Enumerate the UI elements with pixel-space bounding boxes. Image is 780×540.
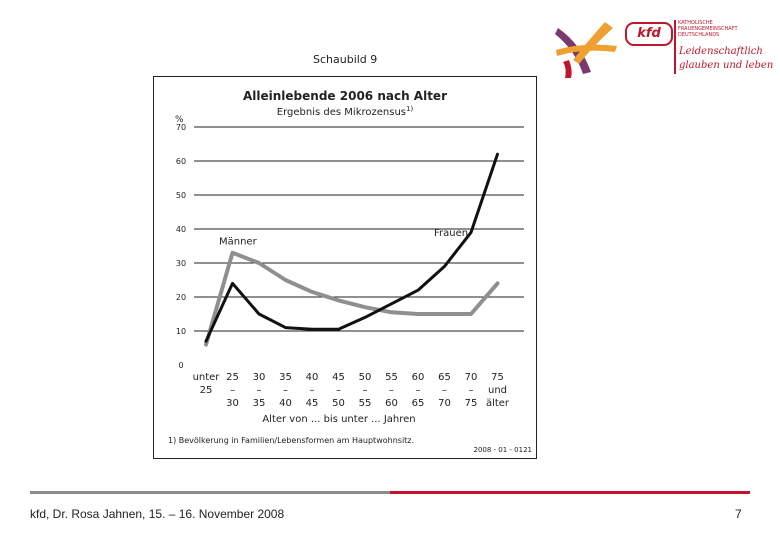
chart-footnote: 1) Bevölkerung in Familien/Lebensformen … [168, 436, 414, 445]
logo-divider [674, 20, 676, 74]
x-tick-label: 50 [332, 398, 345, 409]
x-tick-label: 65 [438, 372, 451, 383]
y-tick-label: 70 [176, 123, 186, 132]
x-tick-label: 25 [200, 385, 213, 396]
chart-subtitle-footnote-mark: 1) [406, 105, 413, 113]
x-tick-label: – [389, 385, 394, 396]
chart-title: Alleinlebende 2006 nach Alter [243, 89, 447, 103]
x-tick-label: – [416, 385, 421, 396]
logo-org-line: DEUTSCHLANDS [678, 32, 720, 38]
cross-emblem-icon [555, 22, 617, 78]
y-axis-unit: % [175, 115, 184, 125]
footer-text: kfd, Dr. Rosa Jahnen, 15. – 16. November… [30, 507, 285, 521]
x-tick-label: – [363, 385, 368, 396]
kfd-logo: kfd KATHOLISCHE FRAUENGEMEINSCHAFT DEUTS… [553, 20, 773, 78]
x-tick-label: 60 [385, 398, 398, 409]
x-tick-label: unter [193, 372, 221, 383]
series-layer [204, 152, 500, 347]
x-tick-label: 70 [438, 398, 451, 409]
y-tick-label: 50 [176, 191, 186, 200]
series-line-maenner [204, 250, 500, 347]
x-tick-label: 65 [412, 398, 425, 409]
x-tick-label: 35 [253, 398, 266, 409]
series-label: Frauen [434, 228, 468, 239]
x-tick-label: – [310, 385, 315, 396]
x-tick-label: – [442, 385, 447, 396]
x-tick-label: 60 [412, 372, 425, 383]
footer-divider-red [390, 491, 750, 494]
logo-org-line: KATHOLISCHE [678, 20, 713, 26]
page-number: 7 [735, 507, 742, 521]
grid-layer [194, 126, 524, 332]
x-tick-label: 75 [491, 372, 504, 383]
y-tick-label: 20 [176, 293, 186, 302]
x-tick-label: – [336, 385, 341, 396]
x-tick-labels: unter 25 30 35 40 45 50 55 60 65 70 75 25 – – – – – – – – – – u… [193, 372, 510, 409]
chart-subtitle: Ergebnis des Mikrozensus1) [277, 105, 414, 118]
x-tick-label: 45 [306, 398, 319, 409]
x-tick-label: 50 [359, 372, 372, 383]
logo-slogan-line: glauben und leben [679, 60, 774, 71]
x-tick-label: – [230, 385, 235, 396]
line-chart: Alleinlebende 2006 nach Alter Ergebnis d… [168, 89, 533, 454]
y-tick-label: 40 [176, 225, 186, 234]
x-tick-label: 55 [385, 372, 398, 383]
kfd-wordmark: kfd [625, 22, 673, 46]
y-tick-labels: 0 10 20 30 40 50 60 70 [176, 123, 186, 370]
chart-subtitle-text: Ergebnis des Mikrozensus [277, 107, 406, 118]
x-tick-label: und [488, 385, 507, 396]
y-tick-label: 30 [176, 259, 186, 268]
chart-source-code: 2008 - 01 - 0121 [474, 446, 533, 454]
x-tick-label: – [469, 385, 474, 396]
x-tick-label: 40 [279, 398, 292, 409]
x-tick-label: 30 [253, 372, 266, 383]
logo-org-name: KATHOLISCHE FRAUENGEMEINSCHAFT DEUTSCHLA… [678, 20, 738, 38]
x-tick-label: – [257, 385, 262, 396]
x-tick-label: 40 [306, 372, 319, 383]
x-tick-label: 35 [279, 372, 292, 383]
figure-label: Schaubild 9 [313, 53, 378, 66]
logo-org-line: FRAUENGEMEINSCHAFT [678, 26, 738, 32]
y-tick-label: 0 [178, 361, 183, 370]
x-tick-label: älter [486, 398, 510, 409]
y-tick-label: 60 [176, 157, 186, 166]
x-tick-label: 75 [465, 398, 478, 409]
series-labels: Männer Frauen [219, 228, 468, 248]
x-tick-label: – [283, 385, 288, 396]
x-tick-label: 25 [226, 372, 239, 383]
x-tick-label: 45 [332, 372, 345, 383]
logo-slogan-line: Leidenschaftlich [679, 46, 763, 57]
x-tick-label: 70 [465, 372, 478, 383]
footer-divider-grey [30, 491, 390, 494]
series-label: Männer [219, 236, 258, 247]
x-axis-label: Alter von ... bis unter ... Jahren [262, 414, 415, 425]
x-tick-label: 55 [359, 398, 372, 409]
y-tick-label: 10 [176, 327, 186, 336]
x-tick-label: 30 [226, 398, 239, 409]
chart-frame: Alleinlebende 2006 nach Alter Ergebnis d… [153, 76, 537, 459]
series-line-frauen [204, 152, 499, 343]
